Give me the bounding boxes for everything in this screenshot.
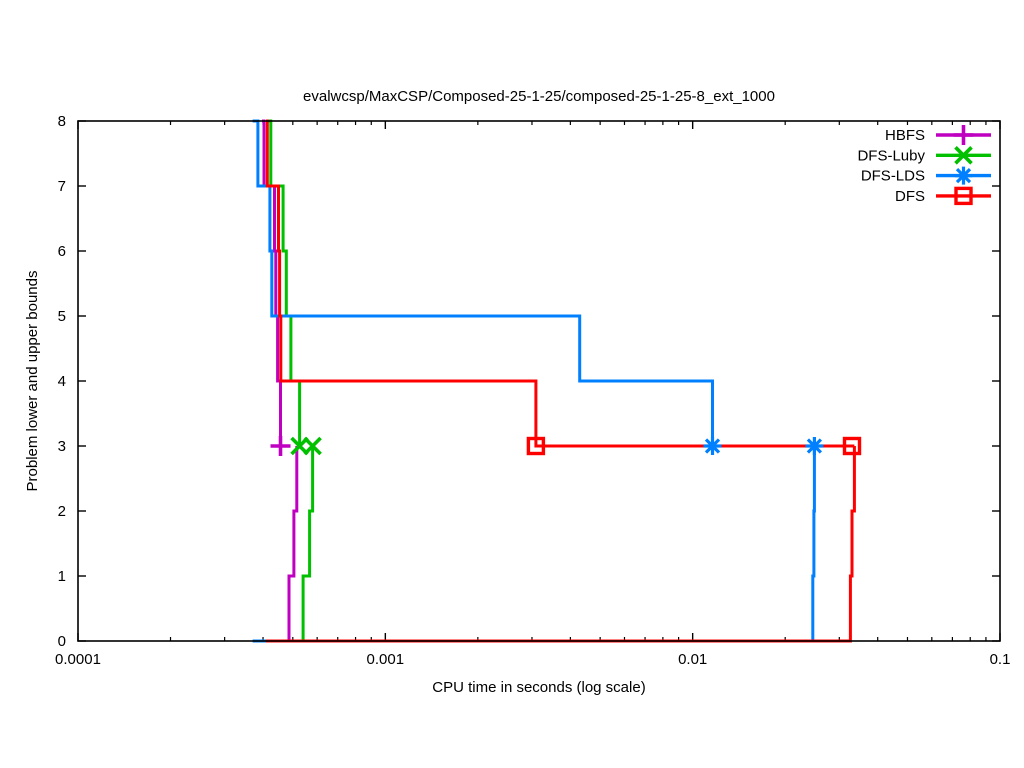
cross-glyph (954, 146, 973, 165)
dfs-lds-upper-bound-curve (252, 119, 815, 448)
legend-sample-marker-dfs (954, 186, 973, 206)
asterisk-glyph (703, 437, 722, 455)
y-tick-label: 4 (58, 373, 66, 390)
hbfs-marker (270, 436, 291, 456)
legend-sample-marker-dfs-lds (954, 166, 973, 185)
legend-label-hbfs: HBFS (885, 127, 925, 144)
legend-item-hbfs: HBFS (885, 125, 991, 145)
dfs-lds-marker (805, 437, 824, 455)
dfs-marker (842, 436, 862, 456)
x-tick-label: 0.1 (990, 651, 1011, 668)
asterisk-glyph (954, 166, 973, 185)
y-tick-label: 2 (58, 503, 66, 520)
legend-item-dfs-lds: DFS-LDS (861, 166, 991, 185)
legend-label-dfs-lds: DFS-LDS (861, 168, 925, 185)
dfs-luby-marker (303, 436, 322, 456)
plus-glyph (270, 436, 291, 456)
y-tick-label: 7 (58, 178, 66, 195)
dfs-lds-marker (703, 437, 722, 455)
y-tick-label: 3 (58, 438, 66, 455)
cross-glyph (303, 436, 322, 456)
x-tick-label: 0.01 (678, 651, 707, 668)
chart-title: evalwcsp/MaxCSP/Composed-25-1-25/compose… (303, 88, 775, 105)
square-glyph (954, 186, 973, 206)
hbfs-upper-bound-curve (262, 119, 282, 446)
y-axis-label: Problem lower and upper bounds (24, 271, 41, 492)
y-tick-label: 5 (58, 308, 66, 325)
square-glyph (526, 436, 546, 456)
y-tick-label: 0 (58, 633, 66, 650)
legend-item-dfs-luby: DFS-Luby (857, 146, 991, 165)
axis-tick-labels: 0.0001 0.001 0.01 0.1 0 1 2 3 4 5 6 7 8 (55, 113, 1010, 668)
x-axis-label: CPU time in seconds (log scale) (432, 679, 645, 696)
series-markers (270, 436, 862, 456)
square-glyph (842, 436, 862, 456)
legend-item-dfs: DFS (895, 186, 991, 206)
plot-border (77, 120, 1001, 642)
asterisk-glyph (805, 437, 824, 455)
x-tick-label: 0.0001 (55, 651, 101, 668)
legend-label-dfs-luby: DFS-Luby (857, 147, 925, 164)
plus-glyph (953, 125, 974, 145)
dfs-upper-bound-curve (265, 119, 855, 448)
x-tick-label: 0.001 (367, 651, 405, 668)
legend-sample-marker-dfs-luby (954, 146, 973, 165)
legend-label-dfs: DFS (895, 188, 925, 205)
legend: HBFS DFS-Luby DFS-LDS DFS (857, 125, 991, 206)
dfs-marker (526, 436, 546, 456)
y-tick-label: 6 (58, 243, 66, 260)
legend-sample-marker-hbfs (953, 125, 974, 145)
y-tick-label: 1 (58, 568, 66, 585)
y-tick-label: 8 (58, 113, 66, 130)
